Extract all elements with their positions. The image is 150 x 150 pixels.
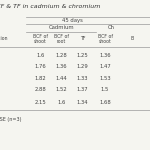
Text: 45 days: 45 days [62,18,83,23]
Text: 1.68: 1.68 [99,99,111,105]
Text: 1.5: 1.5 [101,87,109,92]
Text: 1.34: 1.34 [77,99,88,105]
Text: 1.37: 1.37 [77,87,88,92]
Text: B: B [130,36,134,42]
Text: 1.33: 1.33 [77,75,88,81]
Text: 1.36: 1.36 [99,53,111,58]
Text: Ch: Ch [108,25,114,30]
Text: BCF & TF in cadmium & chromium: BCF & TF in cadmium & chromium [0,4,101,9]
Text: 1.28: 1.28 [56,53,67,58]
Text: Cadmium: Cadmium [49,25,74,30]
Text: 1.76: 1.76 [35,64,46,69]
Text: BCF of
shoot: BCF of shoot [33,34,48,44]
Text: 2.88: 2.88 [35,87,46,92]
Text: 1.52: 1.52 [56,87,67,92]
Text: 1.6: 1.6 [36,53,45,58]
Text: BCF of
shoot: BCF of shoot [98,34,112,44]
Text: ± SE (n=3): ± SE (n=3) [0,117,21,123]
Text: 1.47: 1.47 [99,64,111,69]
Text: 1.29: 1.29 [77,64,88,69]
Text: 1.36: 1.36 [56,64,67,69]
Text: 1.6: 1.6 [57,99,66,105]
Text: 1.53: 1.53 [99,75,111,81]
Text: 2.15: 2.15 [35,99,46,105]
Text: 1.82: 1.82 [35,75,46,81]
Text: 1.25: 1.25 [77,53,88,58]
Text: BCF of
root: BCF of root [54,34,69,44]
Text: 1.44: 1.44 [56,75,67,81]
Text: ation: ation [0,36,9,42]
Text: TF: TF [80,36,85,42]
